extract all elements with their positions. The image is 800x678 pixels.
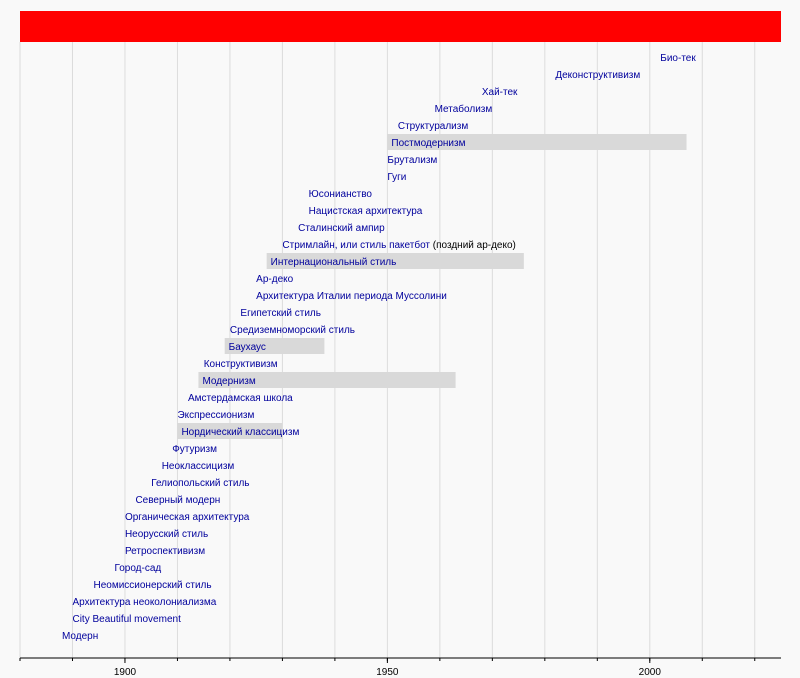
x-tick-label: 1900 [114,667,137,678]
period-label[interactable]: Неоклассицизм [162,461,235,472]
period-bar [266,253,524,269]
period-bars [177,134,687,439]
period-label-note: (поздний ар-деко) [430,240,516,251]
period-label[interactable]: Интернациональный стиль [271,257,397,268]
period-label[interactable]: Юсонианство [309,189,373,200]
period-label[interactable]: Неорусский стиль [125,529,208,540]
period-label[interactable]: Неомиссионерский стиль [93,580,211,591]
period-label[interactable]: Баухаус [229,342,266,353]
period-label[interactable]: Северный модерн [135,495,220,506]
period-label[interactable]: Ретроспективизм [125,546,205,557]
period-label[interactable]: Египетский стиль [240,308,321,319]
period-label[interactable]: Модернизм [202,376,255,387]
x-tick-label: 2000 [639,667,662,678]
period-label[interactable]: Амстердамская школа [188,393,293,404]
period-label[interactable]: Город-сад [114,563,161,574]
period-label[interactable]: Модерн [62,631,98,642]
period-label[interactable]: Метаболизм [435,103,493,115]
period-label[interactable]: Сталинский ампир [298,223,385,234]
period-label[interactable]: Архитектура неоколониализма [72,597,216,608]
period-label[interactable]: Ар-деко [256,274,293,285]
period-label[interactable]: Экспрессионизм [177,410,254,421]
period-label[interactable]: Гелиопольский стиль [151,478,249,489]
period-label[interactable]: Структурализм [398,121,468,132]
period-label[interactable]: Средиземноморский стиль [230,325,355,336]
period-label[interactable]: City Beautiful movement [72,614,181,625]
period-label[interactable]: Брутализм [387,155,437,166]
period-label[interactable]: Нордический классицизм [181,427,299,438]
period-label[interactable]: Деконструктивизм [555,70,640,81]
period-bar [224,338,325,354]
period-bar [177,423,283,439]
period-label[interactable]: Архитектура Италии периода Муссолини [256,291,447,302]
period-label[interactable]: Постмодернизм [391,138,465,149]
x-tick-label: 1950 [376,667,399,678]
period-label[interactable]: Гуги [387,172,406,183]
period-label[interactable]: Био-тек [660,53,696,64]
header-band [20,11,781,42]
period-label[interactable]: Хай-тек [482,87,518,98]
period-label[interactable]: Органическая архитектура [125,512,250,523]
period-label[interactable]: Конструктивизм [204,359,278,370]
period-bar [198,372,456,388]
period-labels: Модерн City Beautiful movement Архитектура… [62,53,696,642]
x-axis: 1900 1950 2000 [19,657,781,678]
period-label[interactable]: Стримлайн, или стиль пакетбот (поздний а… [282,239,515,251]
period-bar [387,134,687,150]
period-label[interactable]: Футуризм [172,444,217,455]
period-label[interactable]: Нацистская архитектура [309,206,423,217]
